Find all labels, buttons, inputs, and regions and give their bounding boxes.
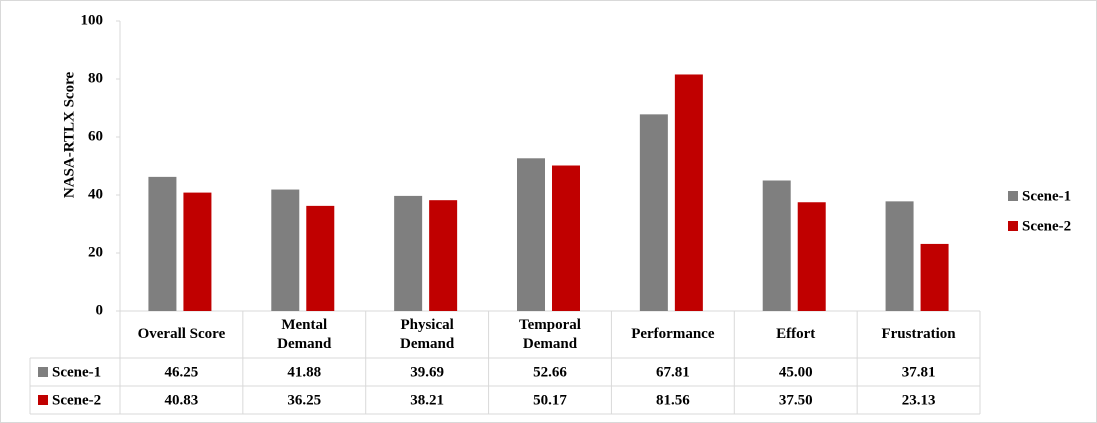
y-tick-label: 0 [96, 302, 104, 318]
bar [183, 192, 212, 311]
category-cell: Effort [734, 311, 857, 358]
category-cell: Overall Score [120, 311, 243, 358]
table-value: 41.88 [287, 364, 321, 380]
legend-label: Scene-2 [1022, 218, 1071, 234]
table-value: 36.25 [287, 392, 321, 408]
category-cell: Temporal Demand [489, 311, 612, 358]
table-value: 38.21 [410, 392, 444, 408]
category-cell: Frustration [857, 311, 980, 358]
table-value: 37.50 [779, 392, 813, 408]
bar [639, 114, 668, 311]
bar [920, 243, 949, 311]
bar [797, 202, 826, 311]
legend-swatch [1008, 221, 1018, 231]
category-cell: Effort [734, 311, 857, 358]
y-tick-label: 40 [88, 186, 103, 202]
bar [762, 180, 791, 311]
bar [885, 201, 914, 311]
table-value: 67.81 [656, 364, 690, 380]
y-tick-label: 100 [81, 12, 104, 28]
bar [306, 205, 335, 311]
bar [674, 74, 703, 311]
category-cell: Temporal Demand [489, 311, 612, 358]
x-tick-label: Physical Demand [400, 316, 455, 352]
bar [517, 158, 545, 311]
x-tick-label: Effort [776, 326, 816, 342]
bar [552, 165, 580, 311]
table-value: 46.25 [165, 364, 199, 380]
category-cell: Physical Demand [366, 311, 489, 358]
legend-swatch [1008, 191, 1018, 201]
x-tick-label: Overall Score [137, 326, 226, 342]
table-value: 81.56 [656, 392, 690, 408]
table-value: 52.66 [533, 364, 567, 380]
bar [429, 200, 458, 311]
bar [394, 195, 423, 311]
table-value: 45.00 [779, 364, 813, 380]
bar [148, 176, 177, 311]
table-value: 37.81 [902, 364, 936, 380]
x-tick-label: Mental Demand [277, 316, 332, 352]
table-legend-swatch [38, 367, 48, 377]
y-tick-label: 80 [88, 70, 103, 86]
x-tick-label: Performance [631, 326, 715, 342]
table-value: 23.13 [902, 392, 936, 408]
y-tick-label: 20 [88, 244, 103, 260]
y-axis-label: NASA-RTLX Score [61, 72, 77, 199]
legend-label: Scene-1 [1022, 188, 1071, 204]
table-series-label: Scene-2 [52, 392, 101, 408]
category-cell: Performance [611, 311, 734, 358]
table-value: 40.83 [165, 392, 199, 408]
table-legend-swatch [38, 395, 48, 405]
table-value: 50.17 [533, 392, 567, 408]
x-tick-label: Frustration [881, 326, 956, 342]
category-cell: Mental Demand [243, 311, 366, 358]
category-cell: Physical Demand [366, 311, 489, 358]
table-value: 39.69 [410, 364, 444, 380]
y-tick-label: 60 [88, 128, 103, 144]
bar [271, 189, 300, 311]
category-cell: Frustration [857, 311, 980, 358]
table-series-label: Scene-1 [52, 364, 101, 380]
category-cell: Overall Score [120, 311, 243, 358]
category-cell: Mental Demand [243, 311, 366, 358]
x-tick-label: Temporal Demand [519, 316, 581, 352]
category-cell: Performance [611, 311, 734, 358]
